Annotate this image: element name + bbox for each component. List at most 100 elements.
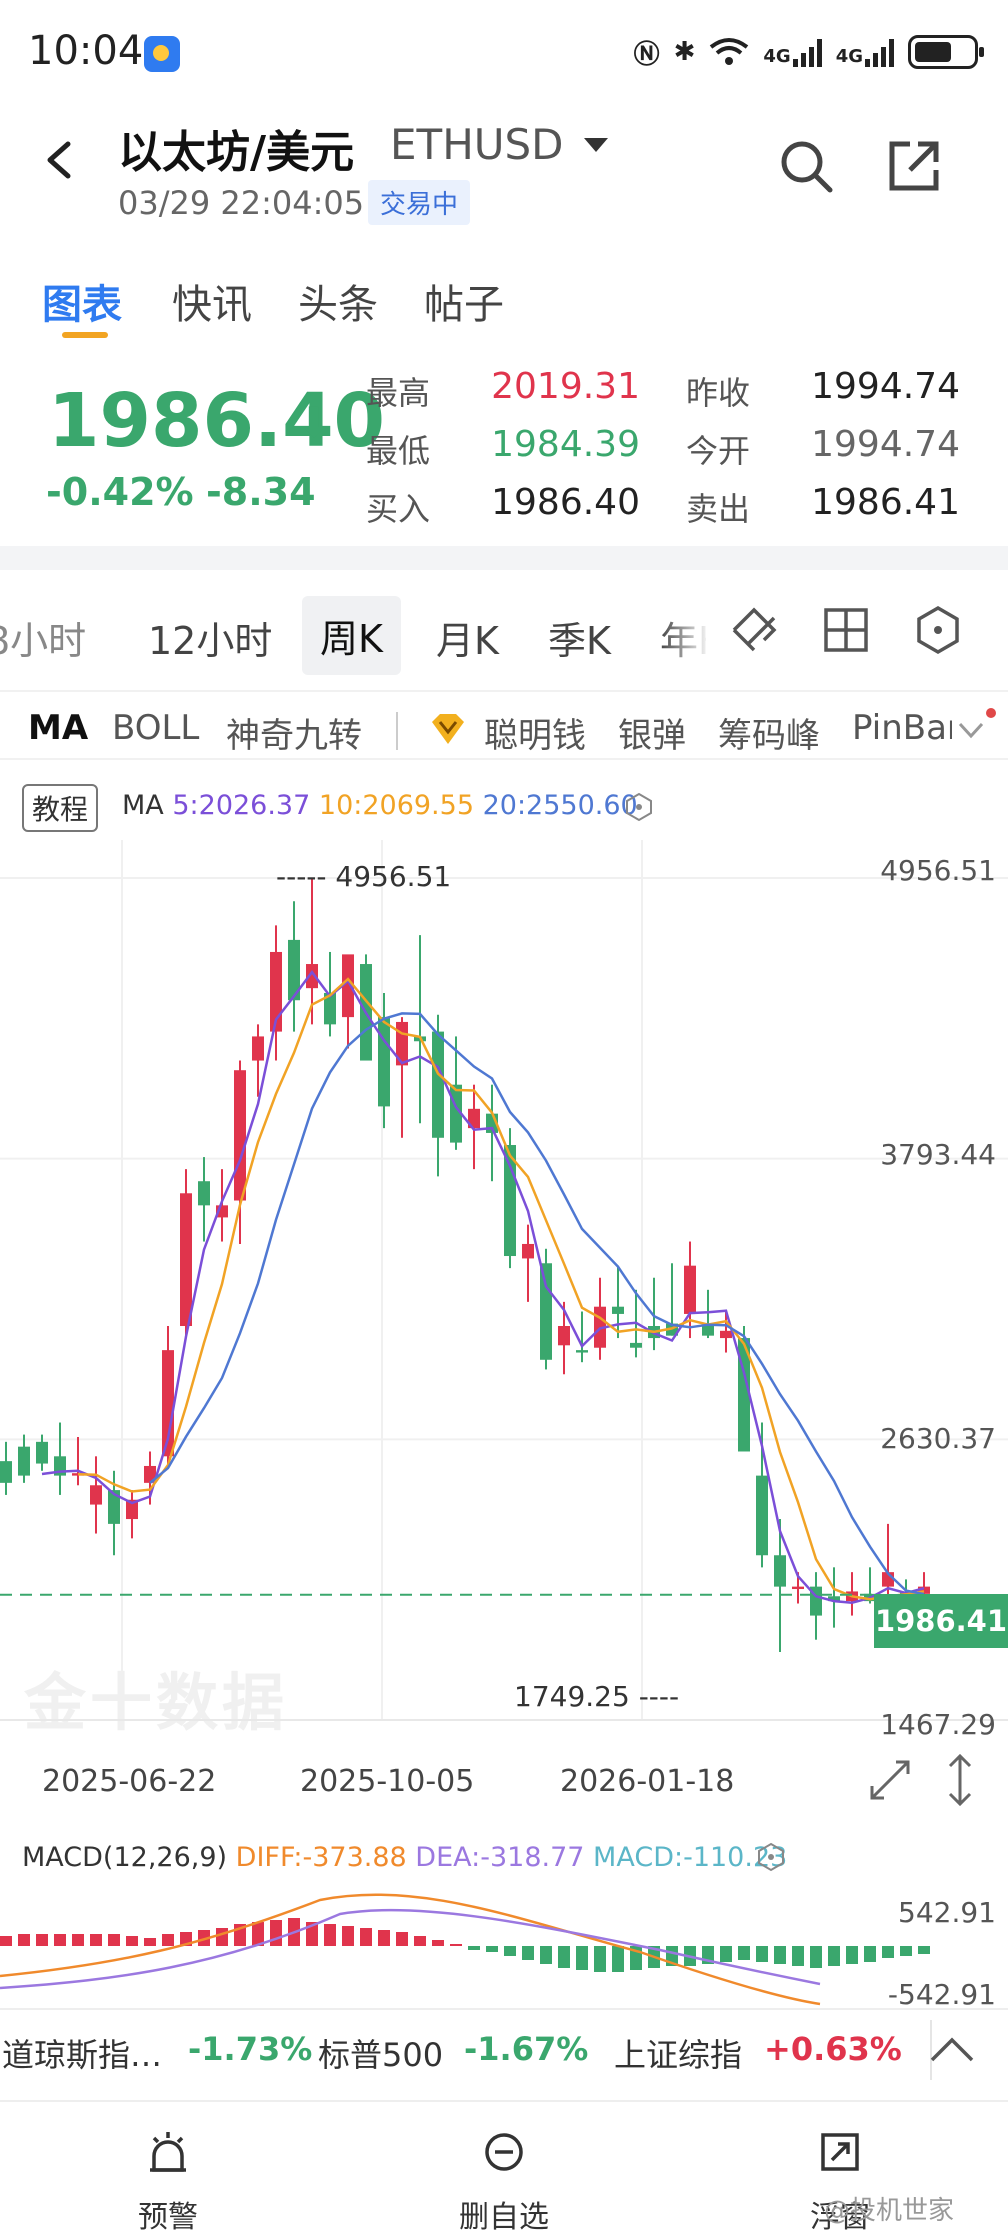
- macd-bar: [216, 1928, 228, 1946]
- tab-posts[interactable]: 帖子: [424, 282, 504, 328]
- macd-bar: [144, 1938, 156, 1946]
- signal-1: 4G: [763, 37, 822, 67]
- candle-body: [558, 1326, 570, 1346]
- candle-body: [756, 1475, 768, 1556]
- battery-icon: [908, 35, 984, 69]
- quote-datetime: 03/29 22:04:05: [118, 184, 365, 222]
- settings-hex-icon[interactable]: [912, 604, 964, 656]
- macd-title: MACD(12,26,9): [22, 1842, 228, 1873]
- macd-bar: [486, 1946, 498, 1952]
- chevron-up-icon[interactable]: [928, 2030, 976, 2070]
- alert-button[interactable]: 预警: [108, 2130, 228, 2232]
- macd-settings-icon[interactable]: [756, 1842, 786, 1872]
- candle-body: [828, 1596, 840, 1602]
- period-quarterly[interactable]: 季K: [548, 619, 611, 663]
- ticker-name[interactable]: 道琼斯指…: [2, 2036, 163, 2074]
- macd-chart: [0, 1893, 930, 2006]
- float-window-button[interactable]: 浮窗: [780, 2130, 900, 2232]
- macd-diff: DIFF:-373.88: [235, 1842, 407, 1873]
- candle-body: [792, 1586, 804, 1590]
- tab-news-flash[interactable]: 快讯: [172, 282, 252, 328]
- ticker-name[interactable]: 标普500: [318, 2036, 444, 2074]
- remove-watchlist-label: 删自选: [459, 2200, 549, 2232]
- bluetooth-icon: ✱: [673, 37, 696, 67]
- back-icon[interactable]: [40, 140, 80, 180]
- indicator-divider: [396, 712, 398, 750]
- macd-bar: [414, 1936, 426, 1946]
- grid-layout-icon[interactable]: [820, 604, 872, 656]
- indicator-silver-bullet[interactable]: 银弹: [618, 716, 686, 756]
- bid-value: 1986.40: [491, 482, 640, 523]
- ma-legend: MA 5:2026.37 10:2069.55 20:2550.60: [122, 790, 638, 821]
- tutorial-button[interactable]: 教程: [22, 784, 99, 832]
- indicator-bar: [0, 690, 1008, 760]
- x-axis-label: 2026-01-18: [560, 1764, 735, 1799]
- ticker-value[interactable]: +0.63%: [764, 2030, 902, 2068]
- period-12h[interactable]: 12小时: [148, 619, 273, 663]
- candle-body: [378, 1017, 390, 1107]
- period-8h[interactable]: 8小时: [0, 619, 87, 663]
- chevron-down-icon[interactable]: [956, 718, 986, 742]
- indicator-boll[interactable]: BOLL: [112, 708, 200, 748]
- low-annotation: 1749.25 ----: [514, 1680, 680, 1713]
- candle-body: [126, 1499, 138, 1520]
- search-icon[interactable]: [776, 136, 836, 196]
- draw-tool-icon[interactable]: [728, 604, 780, 656]
- macd-bar: [738, 1946, 750, 1960]
- macd-bar: [900, 1946, 912, 1956]
- high-value: 2019.31: [491, 366, 640, 407]
- candlestick-chart[interactable]: [0, 840, 1008, 1740]
- y-axis-label: 3793.44: [880, 1138, 996, 1171]
- indicator-smart-money[interactable]: 聪明钱: [484, 716, 586, 756]
- signal-2: 4G: [836, 37, 894, 67]
- indicator-td9[interactable]: 神奇九转: [226, 716, 362, 756]
- prev-close-label: 昨收: [686, 374, 751, 412]
- period-monthly[interactable]: 月K: [436, 619, 499, 663]
- x-axis-label: 2025-10-05: [300, 1764, 475, 1799]
- candle-body: [198, 1181, 210, 1206]
- watermark-logo: 金十数据: [24, 1666, 289, 1739]
- tab-chart[interactable]: 图表: [42, 282, 122, 328]
- indicator-ma[interactable]: MA: [28, 708, 89, 748]
- ma-settings-icon[interactable]: [624, 792, 654, 822]
- macd-bar: [90, 1934, 102, 1946]
- wifi-icon: [710, 38, 749, 65]
- x-axis-label: 2025-06-22: [42, 1764, 217, 1799]
- ticker-value[interactable]: -1.67%: [464, 2030, 589, 2068]
- chevron-down-icon[interactable]: [584, 138, 608, 152]
- ma5-line: [41, 970, 925, 1604]
- low-value: 1984.39: [491, 424, 640, 465]
- indicator-chip-peak[interactable]: 筹码峰: [718, 716, 820, 756]
- macd-bar: [774, 1946, 786, 1964]
- candle-body: [702, 1326, 714, 1336]
- down-arrow-icon: ⬇: [296, 398, 332, 447]
- low-label: 最低: [366, 432, 431, 470]
- tab-headlines[interactable]: 头条: [298, 282, 378, 328]
- candle-body: [252, 1036, 264, 1061]
- ma20-value: 20:2550.60: [482, 790, 638, 821]
- share-icon[interactable]: [884, 136, 944, 196]
- macd-bar: [918, 1946, 930, 1954]
- symbol-selector[interactable]: ETHUSD: [390, 120, 564, 169]
- indicator-pinbar[interactable]: PinBar: [852, 708, 952, 748]
- macd-bar: [432, 1940, 444, 1946]
- remove-watchlist-button[interactable]: 删自选: [444, 2130, 564, 2232]
- macd-bar: [450, 1944, 462, 1946]
- candle-body: [432, 1031, 444, 1138]
- period-weekly[interactable]: 周K: [302, 596, 401, 675]
- macd-bar: [378, 1930, 390, 1946]
- fullscreen-icon[interactable]: [866, 1756, 914, 1804]
- weibo-watermark: @投机世家: [824, 2196, 955, 2226]
- ma20-line: [149, 1012, 925, 1596]
- high-label: 最高: [366, 374, 431, 412]
- status-icons: Ⓝ ✱ 4G 4G: [634, 30, 984, 74]
- vertical-expand-icon[interactable]: [940, 1752, 980, 1808]
- ticker-name[interactable]: 上证综指: [614, 2036, 743, 2074]
- index-ticker-bar[interactable]: [0, 2008, 1008, 2098]
- candle-body: [342, 954, 354, 1018]
- macd-diff-line: [0, 1893, 821, 2006]
- macd-bar: [36, 1934, 48, 1946]
- macd-bar: [162, 1934, 174, 1946]
- y-axis-label: 2630.37: [880, 1422, 996, 1455]
- ticker-value[interactable]: -1.73%: [188, 2030, 313, 2068]
